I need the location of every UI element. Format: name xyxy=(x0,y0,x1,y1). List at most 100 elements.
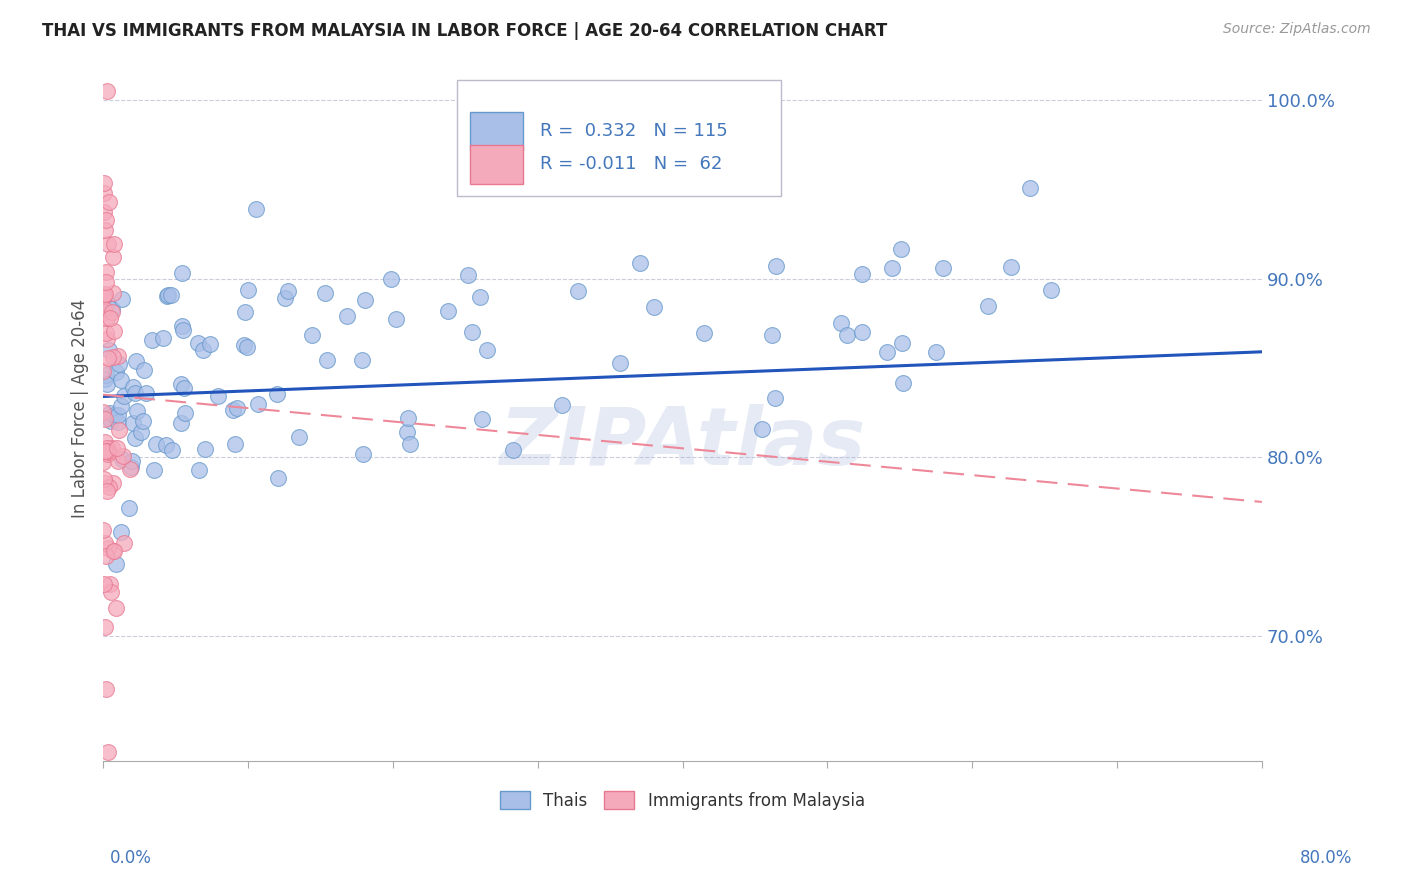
Point xyxy=(160,442,183,457)
Point xyxy=(457,268,479,283)
Point xyxy=(609,356,631,370)
Point xyxy=(111,451,134,466)
Point xyxy=(120,462,142,476)
Point xyxy=(233,305,256,319)
Point xyxy=(350,352,373,367)
FancyBboxPatch shape xyxy=(471,145,523,184)
Point xyxy=(751,422,773,436)
Text: THAI VS IMMIGRANTS FROM MALAYSIA IN LABOR FORCE | AGE 20-64 CORRELATION CHART: THAI VS IMMIGRANTS FROM MALAYSIA IN LABO… xyxy=(42,22,887,40)
Point xyxy=(96,310,118,325)
Point xyxy=(101,250,124,264)
Text: 0.0%: 0.0% xyxy=(110,849,152,867)
FancyBboxPatch shape xyxy=(471,112,523,151)
Point xyxy=(380,272,402,286)
Point xyxy=(122,416,145,430)
Point xyxy=(103,409,125,423)
Point xyxy=(222,403,245,417)
Point xyxy=(316,352,339,367)
Point xyxy=(96,368,118,382)
Point xyxy=(93,186,115,200)
Point xyxy=(101,286,124,301)
Point xyxy=(765,259,787,273)
Point xyxy=(233,338,256,352)
Point xyxy=(108,423,131,437)
Point xyxy=(460,326,482,340)
Point xyxy=(925,344,948,359)
Point xyxy=(112,389,135,403)
Point xyxy=(94,326,117,340)
Point xyxy=(502,443,524,458)
Point xyxy=(890,336,912,351)
Point xyxy=(93,205,115,219)
Point xyxy=(135,385,157,400)
Point xyxy=(96,377,118,392)
Point xyxy=(93,620,115,634)
Point xyxy=(186,336,208,351)
Point xyxy=(124,431,146,445)
Point xyxy=(96,213,118,227)
Point xyxy=(103,476,125,491)
Text: R =  0.332   N = 115: R = 0.332 N = 115 xyxy=(540,122,728,140)
Point xyxy=(112,449,135,463)
Point xyxy=(188,463,211,477)
Point xyxy=(932,260,955,275)
Point xyxy=(127,404,149,418)
Text: 80.0%: 80.0% xyxy=(1301,849,1353,867)
Point xyxy=(124,354,146,368)
Point xyxy=(142,463,165,477)
Point xyxy=(247,397,270,411)
Point xyxy=(173,381,195,395)
Point xyxy=(108,357,131,371)
Point xyxy=(353,293,375,308)
Point xyxy=(132,362,155,376)
Point xyxy=(301,327,323,342)
Point xyxy=(93,472,115,486)
Point xyxy=(107,408,129,422)
Point xyxy=(468,290,491,304)
Text: ZIPAtlas: ZIPAtlas xyxy=(499,404,866,483)
Point xyxy=(567,285,589,299)
Point xyxy=(93,288,115,302)
Y-axis label: In Labor Force | Age 20-64: In Labor Force | Age 20-64 xyxy=(72,299,89,517)
Point xyxy=(1000,260,1022,274)
Point xyxy=(277,284,299,298)
Point xyxy=(93,412,115,426)
Point xyxy=(880,261,903,276)
Point xyxy=(314,285,336,300)
Point xyxy=(155,438,177,452)
Point xyxy=(124,386,146,401)
Point xyxy=(94,435,117,450)
Point xyxy=(437,304,460,318)
Point xyxy=(111,293,134,307)
Point xyxy=(395,425,418,440)
Point xyxy=(110,373,132,387)
Point xyxy=(93,223,115,237)
Point xyxy=(1019,181,1042,195)
Legend: Thais, Immigrants from Malaysia: Thais, Immigrants from Malaysia xyxy=(494,785,872,816)
Point xyxy=(93,523,115,537)
Point xyxy=(97,351,120,366)
Point xyxy=(194,442,217,456)
Point xyxy=(172,322,194,336)
Point xyxy=(105,365,128,379)
FancyBboxPatch shape xyxy=(457,80,780,196)
Point xyxy=(630,256,652,270)
Point xyxy=(876,345,898,359)
Point xyxy=(172,266,194,280)
Point xyxy=(693,326,716,340)
Point xyxy=(98,343,121,358)
Point xyxy=(141,333,163,347)
Point xyxy=(93,405,115,419)
Point xyxy=(245,202,267,217)
Point xyxy=(107,442,129,456)
Point xyxy=(96,549,118,563)
Point xyxy=(101,350,124,364)
Point xyxy=(98,577,121,591)
Point xyxy=(170,416,193,430)
Point xyxy=(121,454,143,468)
Point xyxy=(471,412,494,426)
Point xyxy=(160,288,183,302)
Point xyxy=(890,242,912,256)
Point xyxy=(107,454,129,468)
Point xyxy=(97,745,120,759)
